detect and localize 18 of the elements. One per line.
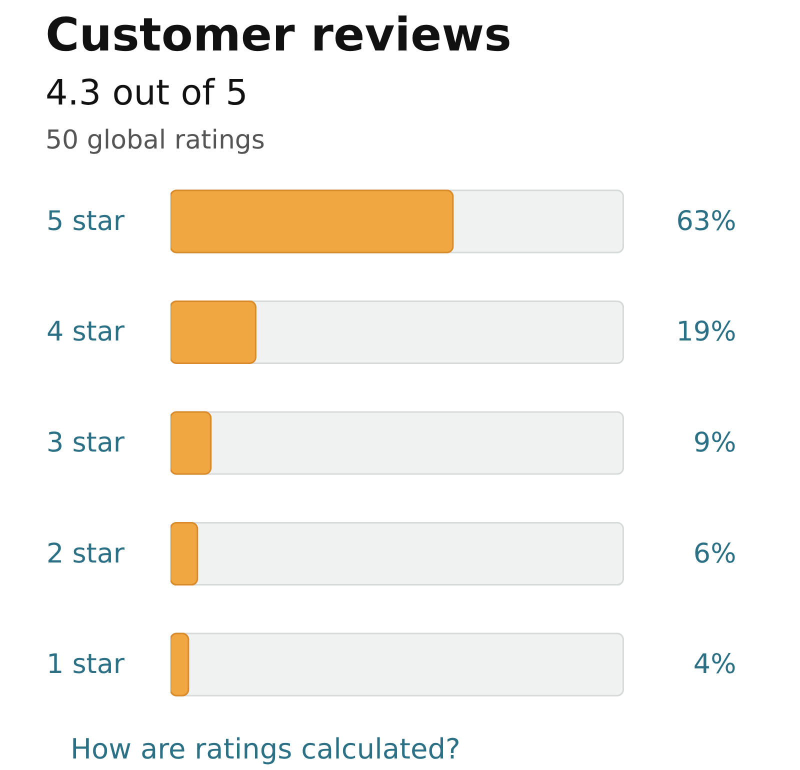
chart-subtitle: 4.3 out of 5 (46, 74, 248, 114)
data-label: 9% (693, 428, 736, 458)
text: How are ratings calculated? (70, 732, 460, 766)
chart-title: Customer reviews (46, 8, 512, 62)
bar (170, 300, 256, 364)
data-label: 19% (676, 316, 736, 348)
bar (170, 411, 212, 475)
bar (170, 522, 198, 586)
y-tick-label: 1 star (46, 649, 126, 680)
data-label: 4% (693, 649, 736, 680)
y-tick-label: 3 star (46, 428, 126, 458)
y-tick-label: 4 star (46, 316, 126, 348)
bar (170, 632, 190, 696)
y-tick-label: 5 star (46, 206, 126, 237)
data-label: 6% (693, 538, 736, 570)
text: 50 global ratings (46, 126, 265, 156)
y-tick-label: 2 star (46, 538, 126, 570)
data-label: 63% (676, 206, 736, 237)
